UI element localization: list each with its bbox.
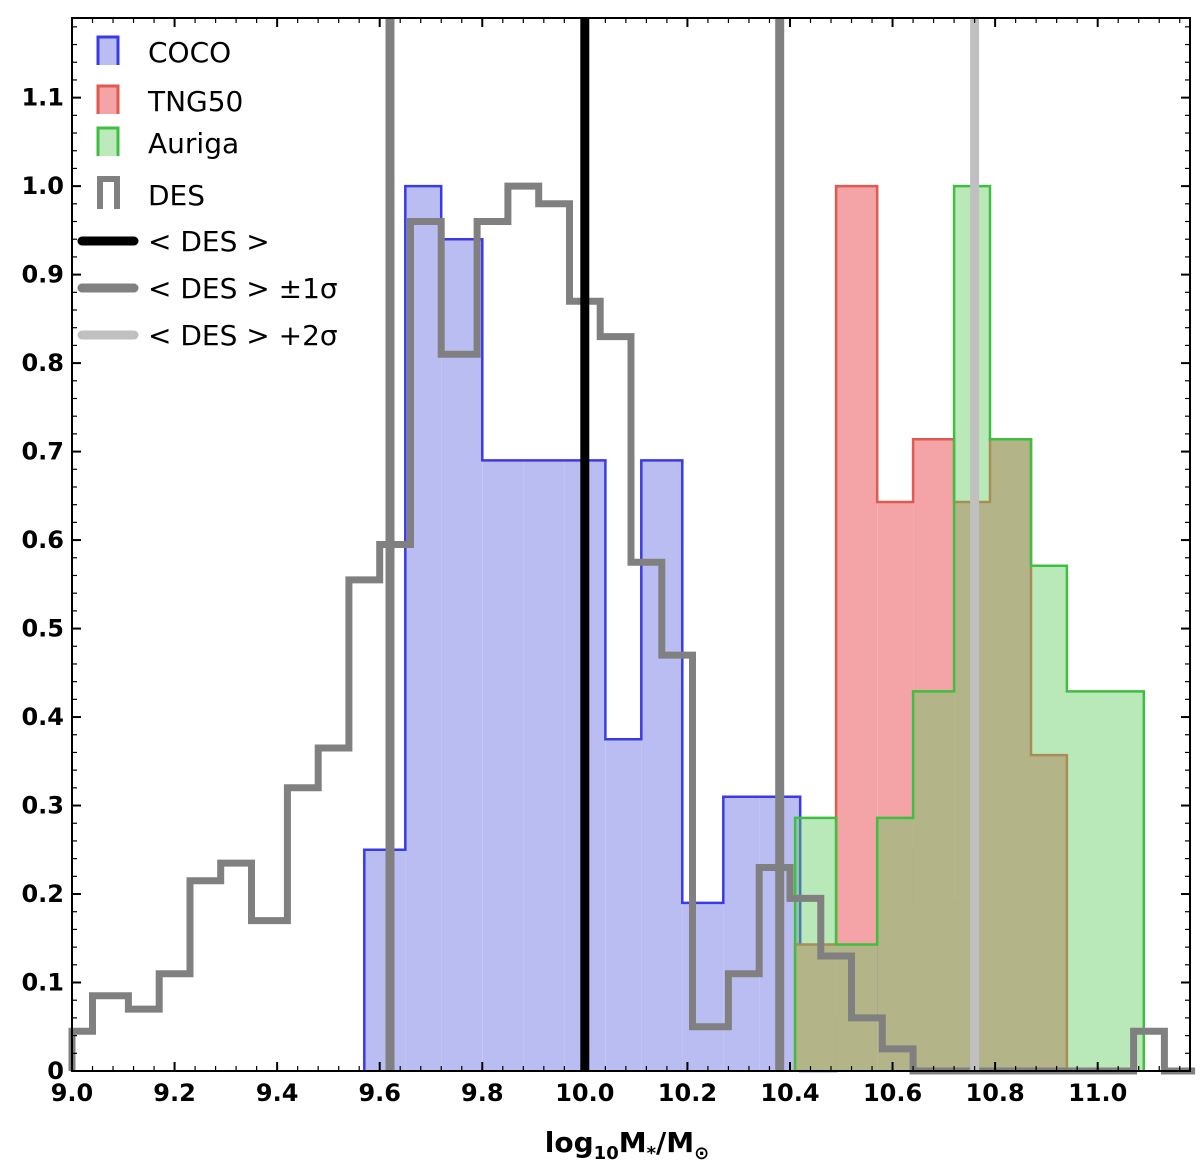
x-tick-label: 9.8 <box>461 1079 504 1107</box>
series-coco <box>363 184 992 1073</box>
legend-entry-4: < DES > <box>77 225 270 258</box>
bar-coco-8 <box>682 902 724 1071</box>
x-tick-label: 9.4 <box>256 1079 299 1107</box>
bar-tng50-2 <box>877 502 914 1071</box>
legend-entry-5: < DES > ±1σ <box>77 272 338 305</box>
x-tick-label: 10.4 <box>760 1079 819 1107</box>
bar-tng50-3 <box>913 439 955 1071</box>
legend-label: TNG50 <box>147 85 243 118</box>
bar-auriga-0 <box>795 817 837 1071</box>
y-tick-label: 0.9 <box>21 261 64 289</box>
outline-auriga <box>793 184 1146 1071</box>
legend-swatch <box>97 37 119 65</box>
x-tick-label: 10.6 <box>863 1079 922 1107</box>
legend-swatch <box>97 128 119 156</box>
bar-auriga-3 <box>913 691 955 1071</box>
legend-swatch-outline <box>96 84 120 114</box>
y-tick-label: 1.0 <box>21 172 64 200</box>
bar-coco-0 <box>364 849 406 1071</box>
bar-coco-3 <box>482 460 524 1071</box>
bar-auriga-6 <box>1031 565 1067 1071</box>
bar-coco-4 <box>523 460 565 1071</box>
y-tick-label: 0.3 <box>21 792 64 820</box>
x-axis-title-m: M <box>619 1126 647 1159</box>
plot-frame <box>71 17 1191 1072</box>
bar-coco-6 <box>605 739 642 1071</box>
axis-ticks: 9.0 9.2 9.4 9.6 9.8 10.0 10.2 10.4 10.6 10.8 11.0 0… <box>21 18 1190 1107</box>
y-tick-label: 0.5 <box>21 615 64 643</box>
x-axis-title-star: * <box>647 1143 657 1164</box>
x-axis-title-slash: /M <box>656 1126 694 1159</box>
legend-swatch <box>97 86 119 114</box>
legend-entry-3: DES <box>97 176 205 212</box>
x-axis-title-sun: ⊙ <box>694 1143 709 1164</box>
legend-label: DES <box>148 179 205 212</box>
x-tick-label: 9.2 <box>153 1079 196 1107</box>
y-tick-label: 0.4 <box>21 703 64 731</box>
bar-auriga-8 <box>1107 691 1144 1071</box>
y-tick-label: 0.8 <box>21 349 64 377</box>
bar-tng50-0 <box>795 944 837 1071</box>
bar-tng50-1 <box>836 186 878 1072</box>
legend-entry-0: COCO <box>96 35 231 69</box>
y-tick-label: 0 <box>47 1057 64 1085</box>
legend-entry-1: TNG50 <box>96 84 243 118</box>
x-tick-label: 10.0 <box>555 1079 614 1107</box>
outline-tng50 <box>793 184 1069 1071</box>
bar-tng50-5 <box>990 439 1031 1071</box>
legend-entry-6: < DES > +2σ <box>77 319 338 352</box>
legend-swatch-outline <box>97 176 120 209</box>
legend-label: Auriga <box>148 127 239 160</box>
bar-auriga-5 <box>990 439 1031 1071</box>
legend-label: < DES > +2σ <box>148 319 338 352</box>
bar-auriga-1 <box>836 944 878 1071</box>
x-tick-label: 10.8 <box>966 1079 1025 1107</box>
reference-lines <box>385 18 980 1071</box>
series-tng50 <box>793 184 1069 1072</box>
bar-coco-7 <box>641 460 683 1071</box>
y-tick-label: 0.1 <box>21 969 64 997</box>
legend: COCO TNG50 Auriga DES < DES > < DES > ±1σ < DE… <box>77 35 338 352</box>
x-tick-label: 10.2 <box>658 1079 717 1107</box>
y-tick-label: 1.1 <box>21 84 64 112</box>
x-tick-label: 9.0 <box>51 1079 94 1107</box>
x-axis-title: log10M*/M⊙ <box>545 1126 709 1164</box>
legend-label: < DES > <box>148 225 270 258</box>
y-tick-label: 0.7 <box>21 438 64 466</box>
y-tick-label: 0.6 <box>21 526 64 554</box>
x-axis-title-log: log <box>545 1126 594 1159</box>
legend-label: COCO <box>148 36 231 69</box>
y-tick-label: 0.2 <box>21 880 64 908</box>
x-tick-label: 11.0 <box>1068 1079 1127 1107</box>
x-axis-title-sub: 10 <box>594 1143 619 1164</box>
legend-label: < DES > ±1σ <box>148 272 338 305</box>
bar-coco-2 <box>441 239 483 1071</box>
histogram-bars <box>363 184 1146 1073</box>
legend-swatch-outline <box>96 126 120 156</box>
x-tick-label: 9.6 <box>358 1079 401 1107</box>
bar-auriga-7 <box>1066 691 1108 1071</box>
legend-entry-2: Auriga <box>96 126 239 160</box>
bar-tng50-6 <box>1031 755 1067 1071</box>
legend-swatch-outline <box>96 35 120 65</box>
